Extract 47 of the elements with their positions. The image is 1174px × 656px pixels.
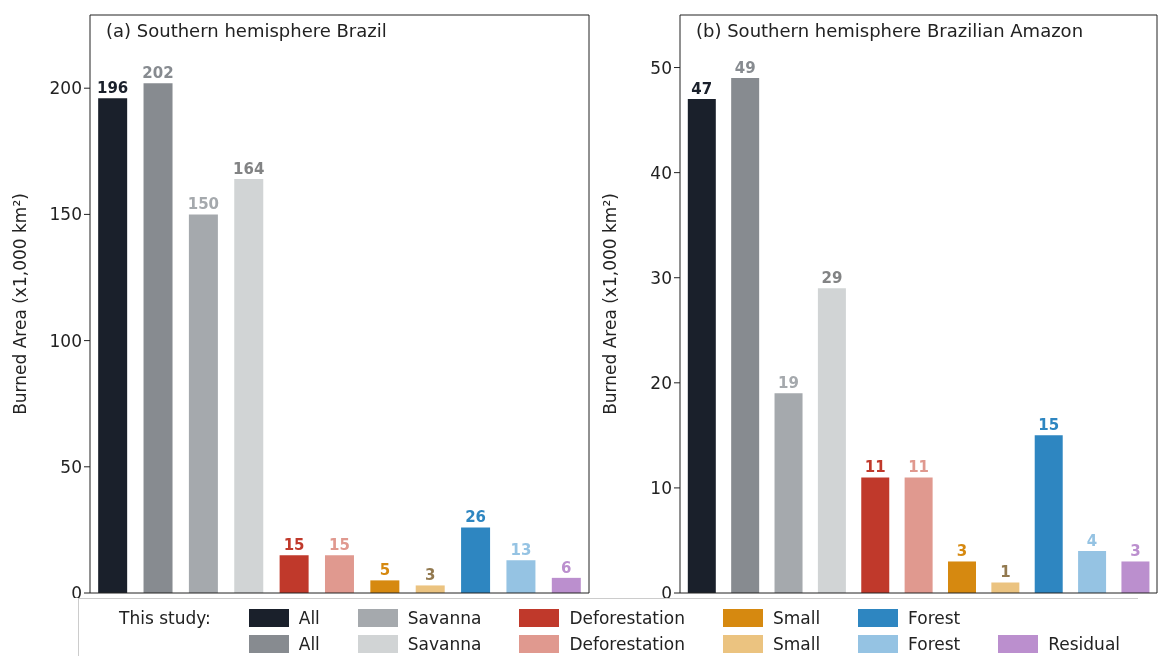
y-tick-label: 150 — [49, 204, 82, 225]
data-label: 1 — [1000, 563, 1011, 582]
chart-title: (a) Southern hemisphere Brazil — [106, 20, 387, 41]
y-tick-label: 100 — [49, 330, 82, 351]
data-label: 13 — [510, 541, 532, 560]
y-tick-label: 10 — [650, 477, 672, 498]
data-label: 202 — [142, 64, 174, 83]
data-label: 15 — [1038, 416, 1060, 435]
legend-title: This study: — [119, 607, 212, 630]
y-tick-label: 50 — [650, 57, 672, 78]
y-axis-title: Burned Area (x1,000 km²) — [600, 193, 621, 415]
data-label: 3 — [956, 542, 968, 561]
data-label: 15 — [329, 536, 350, 555]
legend-label: Deforestation — [569, 608, 685, 628]
y-tick-label: 40 — [650, 162, 672, 183]
data-label: 196 — [97, 79, 129, 98]
data-label: 4 — [1086, 531, 1098, 550]
legend-label: Small — [772, 634, 821, 654]
legend-label: Residual — [1048, 634, 1121, 654]
data-label: 29 — [821, 269, 843, 288]
legend-label: Forest — [908, 608, 961, 628]
y-tick-label: 20 — [650, 372, 672, 393]
data-label: 5 — [379, 561, 391, 580]
legend-label: Savanna — [407, 608, 482, 628]
y-tick-label: 50 — [60, 456, 82, 477]
y-tick-label: 200 — [49, 78, 82, 99]
legend-label: Deforestation — [569, 634, 685, 654]
y-axis-title: Burned Area (x1,000 km²) — [10, 193, 31, 415]
data-label: 164 — [233, 160, 265, 179]
data-label: 11 — [908, 458, 930, 477]
legend-label: All — [298, 608, 320, 628]
data-label: 3 — [1130, 542, 1141, 561]
legend-label: Savanna — [407, 634, 482, 654]
data-label: 26 — [465, 508, 487, 527]
legend-label: Forest — [908, 634, 961, 654]
data-label: 49 — [734, 59, 756, 78]
data-label: 150 — [187, 195, 220, 214]
data-label: 3 — [424, 566, 436, 585]
data-label: 19 — [778, 374, 799, 393]
legend-label: All — [298, 634, 320, 654]
data-label: 15 — [283, 536, 305, 555]
data-label: 11 — [864, 458, 886, 477]
y-tick-label: 30 — [650, 267, 672, 288]
chart-title: (b) Southern hemisphere Brazilian Amazon — [696, 20, 1084, 41]
legend-label: Small — [772, 608, 821, 628]
data-label: 6 — [561, 558, 572, 577]
data-label: 47 — [691, 80, 713, 99]
